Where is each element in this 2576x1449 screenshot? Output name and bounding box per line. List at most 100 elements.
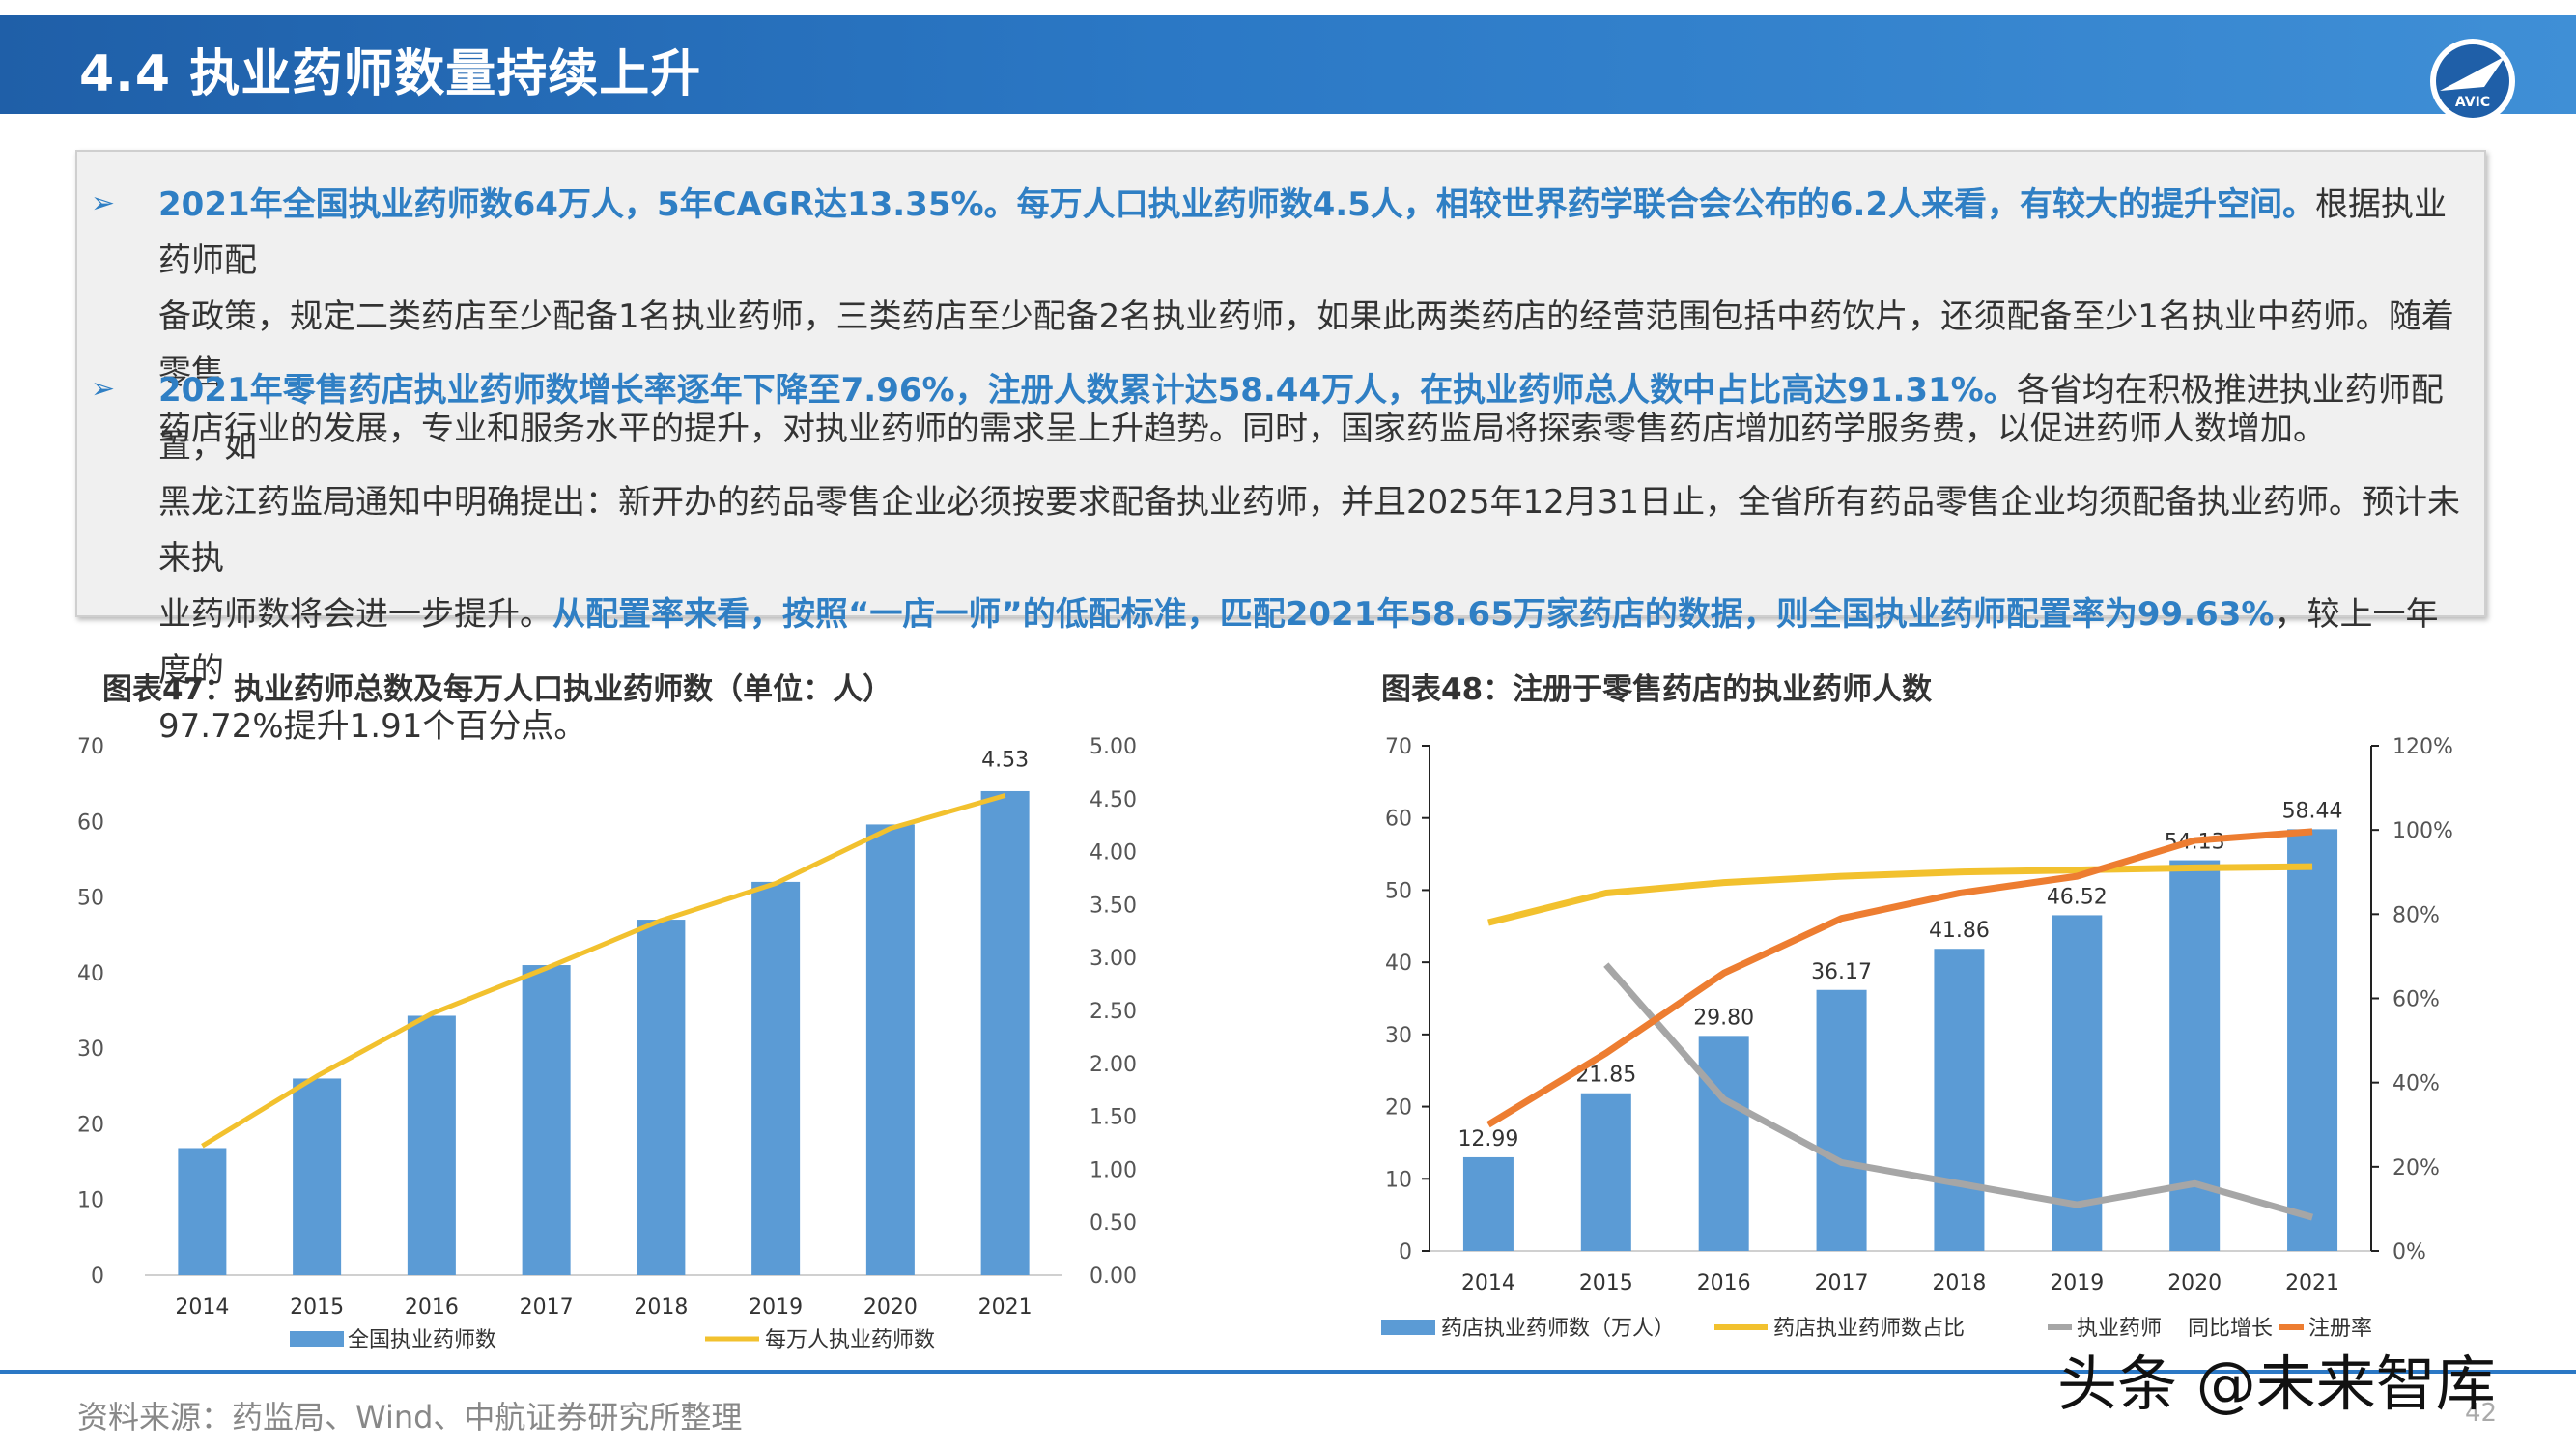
left-tick-label: 0	[1399, 1240, 1412, 1264]
line-rate	[1486, 828, 2313, 1128]
right-tick-label: 80%	[2392, 903, 2440, 927]
right-tick-label: 4.00	[1090, 841, 1137, 866]
legend-label-bars: 药店执业药师数（万人）	[1441, 1317, 1675, 1341]
left-tick-label: 60	[1385, 808, 1412, 832]
right-tick-label: 1.50	[1090, 1106, 1137, 1130]
right-tick-label: 100%	[2392, 819, 2453, 843]
bar-2018	[1934, 949, 1985, 1251]
paragraph-2-highlight: 2021年零售药店执业药师数增长率逐年下降至7.96%，注册人数累计达58.44…	[158, 371, 2017, 410]
bar-2020	[865, 824, 915, 1275]
x-tick-label: 2019	[2050, 1271, 2104, 1295]
x-tick-label: 2016	[1697, 1271, 1751, 1295]
left-tick-label: 50	[1385, 879, 1412, 903]
x-tick-label: 2020	[2167, 1271, 2222, 1295]
data-label: 36.17	[1811, 960, 1872, 984]
bar-2014	[1462, 1156, 1514, 1251]
data-label: 4.53	[981, 749, 1029, 773]
left-tick-label: 10	[1385, 1168, 1412, 1192]
paragraph-2-line3-rest: ，较上一年度的	[158, 595, 2439, 690]
footer-divider	[0, 1370, 2576, 1374]
right-tick-label: 2.00	[1090, 1053, 1137, 1077]
left-tick-label: 40	[77, 962, 104, 986]
bar-2015	[1580, 1093, 1631, 1251]
chart47: 0 10 20 30 40 50 60 70 0.00 0.50 1.00 1.50 2.00 2.50 3…	[77, 735, 1137, 1352]
bar-2020	[2169, 860, 2221, 1251]
right-tick-label: 4.50	[1090, 788, 1137, 812]
right-tick-label: 40%	[2392, 1072, 2440, 1096]
bar-2021	[980, 790, 1030, 1275]
left-tick-label: 60	[77, 810, 104, 835]
legend-label-growth-a: 执业药师	[2077, 1317, 2162, 1341]
left-tick-label: 40	[1385, 952, 1412, 976]
x-tick-label: 2014	[175, 1295, 229, 1320]
left-tick-label: 70	[1385, 735, 1412, 759]
right-tick-label: 0.50	[1090, 1211, 1137, 1236]
paragraph-1: 2021年全国执业药师数64万人，5年CAGR达13.35%。每万人口执业药师数…	[158, 177, 2462, 457]
paragraph-2-line4: 97.72%提升1.91个百分点。	[158, 707, 587, 746]
bar-2017	[522, 965, 571, 1275]
paragraph-2-line2: 黑龙江药监局通知中明确提出：新开办的药品零售企业必须按要求配备执业药师，并且20…	[158, 483, 2461, 578]
x-tick-label: 2017	[520, 1295, 574, 1320]
x-tick-label: 2015	[1579, 1271, 1633, 1295]
chart47-caption: 图表47：执业药师总数及每万人口执业药师数（单位：人）	[102, 672, 893, 707]
data-label: 58.44	[2282, 799, 2343, 823]
bar-2015	[293, 1078, 342, 1275]
chart48-caption: 图表48：注册于零售药店的执业药师人数	[1381, 672, 1933, 707]
page-title: 4.4 执业药师数量持续上升	[79, 45, 702, 103]
avic-logo-icon: AVIC	[2430, 39, 2515, 124]
right-tick-label: 20%	[2392, 1156, 2440, 1180]
x-tick-label: 2016	[405, 1295, 459, 1320]
left-tick-label: 20	[77, 1113, 104, 1137]
summary-box: ➢ 2021年全国执业药师数64万人，5年CAGR达13.35%。每万人口执业药…	[75, 150, 2486, 746]
paragraph-2-rest: 各省均在积极推进执业药师配置，如	[158, 371, 2444, 466]
legend-label-share: 药店执业药师数占比	[1773, 1317, 1965, 1341]
left-tick-label: 10	[77, 1189, 104, 1213]
x-tick-label: 2019	[749, 1295, 803, 1320]
data-label: 12.99	[1458, 1127, 1518, 1151]
paragraph-2-line3-highlight: 从配置率来看，按照“一店一师”的低配标准，匹配2021年58.65万家药店的数据…	[552, 595, 2275, 634]
logo-text: AVIC	[2455, 95, 2490, 110]
right-tick-label: 0%	[2392, 1240, 2426, 1264]
right-tick-label: 3.50	[1090, 894, 1137, 918]
paragraph-1-highlight: 2021年全国执业药师数64万人，5年CAGR达13.35%。每万人口执业药师数…	[158, 185, 2316, 224]
line-share	[1487, 863, 2313, 926]
paragraph-1-line2: 备政策，规定二类药店至少配备1名执业药师，三类药店至少配备2名执业药师，如果此两…	[158, 298, 2454, 392]
right-tick-label: 0.00	[1090, 1264, 1137, 1289]
left-tick-label: 30	[77, 1037, 104, 1062]
data-label: 41.86	[1929, 919, 1990, 943]
line-growth	[1603, 962, 2314, 1221]
paragraph-1-rest: 根据执业药师配	[158, 185, 2448, 280]
bar-2021	[2287, 829, 2338, 1251]
right-tick-label: 60%	[2392, 988, 2440, 1012]
source-note: 资料来源：药监局、Wind、中航证券研究所整理	[77, 1399, 743, 1435]
x-tick-label: 2020	[863, 1295, 918, 1320]
right-tick-label: 3.00	[1090, 947, 1137, 971]
right-tick-label: 5.00	[1090, 735, 1137, 759]
legend-label-growth-b: 同比增长	[2188, 1317, 2273, 1341]
bar-2016	[1698, 1036, 1749, 1251]
x-tick-label: 2018	[634, 1295, 688, 1320]
x-tick-label: 2014	[1461, 1271, 1515, 1295]
left-tick-label: 70	[77, 735, 104, 759]
bar-2019	[751, 881, 801, 1275]
bar-2017	[1816, 989, 1867, 1251]
bar-2018	[637, 920, 686, 1275]
x-tick-label: 2017	[1815, 1271, 1869, 1295]
right-tick-label: 120%	[2392, 735, 2453, 759]
chart48: 0 10 20 30 40 50 60 70 0% 20% 40% 60% 80% 100% 120% 12.…	[1381, 735, 2453, 1341]
legend-label-rate: 注册率	[2308, 1317, 2372, 1341]
title-bar: 4.4 执业药师数量持续上升 AVIC	[0, 15, 2576, 124]
legend-swatch-bar	[290, 1331, 344, 1347]
left-tick-label: 20	[1385, 1096, 1412, 1121]
legend-swatch-bars	[1381, 1320, 1435, 1335]
arrow-bullet-icon: ➢	[91, 372, 116, 406]
right-tick-label: 2.50	[1090, 1000, 1137, 1024]
legend-label-line: 每万人执业药师数	[765, 1328, 935, 1352]
paragraph-1-line3: 药店行业的发展，专业和服务水平的提升，对执业药师的需求呈上升趋势。同时，国家药监…	[158, 410, 2326, 448]
x-tick-label: 2021	[2285, 1271, 2339, 1295]
x-tick-label: 2015	[290, 1295, 344, 1320]
page-number: 42	[2465, 1399, 2498, 1428]
bar-2014	[178, 1148, 227, 1275]
data-label: 29.80	[1693, 1006, 1754, 1030]
paragraph-2-line3: 业药师数将会进一步提升。	[158, 595, 552, 634]
